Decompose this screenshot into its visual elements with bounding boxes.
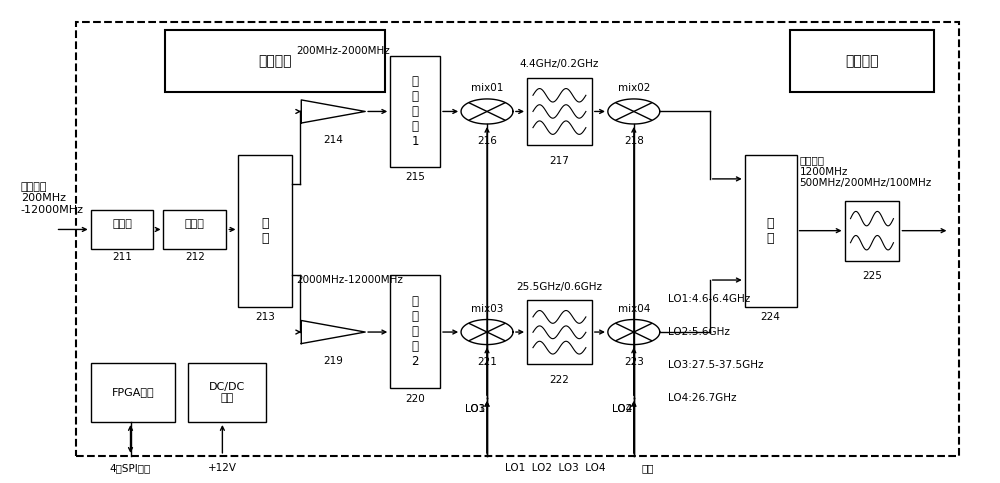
Text: DC/DC
电源: DC/DC 电源 [209,382,246,403]
FancyBboxPatch shape [163,210,226,249]
Text: 224: 224 [761,312,781,322]
Text: 223: 223 [624,356,644,367]
FancyBboxPatch shape [390,275,440,388]
Text: LO1: LO1 [465,404,485,414]
Text: mix04: mix04 [618,304,650,314]
Text: 212: 212 [185,253,205,262]
Text: 217: 217 [549,156,569,166]
FancyBboxPatch shape [91,210,153,249]
Text: 开
关: 开 关 [262,217,269,245]
FancyBboxPatch shape [790,29,934,92]
Text: 限幅器: 限幅器 [112,219,132,228]
Text: 射频部分: 射频部分 [259,54,292,68]
Text: 中频信号
1200MHz
500MHz/200MHz/100MHz: 中频信号 1200MHz 500MHz/200MHz/100MHz [800,155,932,188]
Text: 中频部分: 中频部分 [845,54,879,68]
Text: 214: 214 [323,135,343,145]
Text: 衰减器: 衰减器 [185,219,205,228]
FancyBboxPatch shape [527,300,592,364]
Text: 预
选
组
件
1: 预 选 组 件 1 [411,75,419,148]
Text: 216: 216 [477,136,497,146]
Text: LO3:27.5-37.5GHz: LO3:27.5-37.5GHz [668,360,763,370]
Text: 4线SPI控制: 4线SPI控制 [110,463,151,473]
FancyBboxPatch shape [91,363,175,422]
Text: mix02: mix02 [618,83,650,93]
Text: 215: 215 [405,172,425,183]
Text: 222: 222 [549,375,569,385]
Text: 开
关: 开 关 [767,217,774,245]
Text: 213: 213 [255,312,275,322]
FancyBboxPatch shape [165,29,385,92]
FancyBboxPatch shape [527,78,592,145]
FancyBboxPatch shape [845,200,899,261]
Text: 225: 225 [862,271,882,282]
Text: +12V: +12V [208,463,237,473]
Text: 218: 218 [624,136,644,146]
Text: 本振: 本振 [642,463,654,473]
Text: 预
选
组
件
2: 预 选 组 件 2 [411,295,419,369]
Text: FPGA控制: FPGA控制 [112,387,154,398]
Text: 25.5GHz/0.6GHz: 25.5GHz/0.6GHz [516,282,602,292]
Text: 219: 219 [323,355,343,366]
FancyBboxPatch shape [390,56,440,167]
Text: 2000MHz-12000MHz: 2000MHz-12000MHz [296,275,403,285]
Text: 220: 220 [405,394,425,404]
Text: 221: 221 [477,356,497,367]
Text: mix01: mix01 [471,83,503,93]
Text: LO4:26.7GHz: LO4:26.7GHz [668,393,736,402]
FancyBboxPatch shape [745,155,797,307]
Text: LO4: LO4 [612,404,632,414]
Text: 200MHz-2000MHz: 200MHz-2000MHz [296,46,390,56]
Text: LO2: LO2 [612,404,632,414]
Text: LO3: LO3 [465,404,485,414]
Text: 211: 211 [112,253,132,262]
Text: mix03: mix03 [471,304,503,314]
Text: 4.4GHz/0.2GHz: 4.4GHz/0.2GHz [520,59,599,69]
Text: LO2:5.6GHz: LO2:5.6GHz [668,327,730,337]
Text: LO1:4.6-6.4GHz: LO1:4.6-6.4GHz [668,294,750,304]
Text: LO1  LO2  LO3  LO4: LO1 LO2 LO3 LO4 [505,463,605,473]
FancyBboxPatch shape [188,363,266,422]
FancyBboxPatch shape [238,155,292,307]
Text: 射频信号
200MHz
-12000MHz: 射频信号 200MHz -12000MHz [21,182,84,215]
